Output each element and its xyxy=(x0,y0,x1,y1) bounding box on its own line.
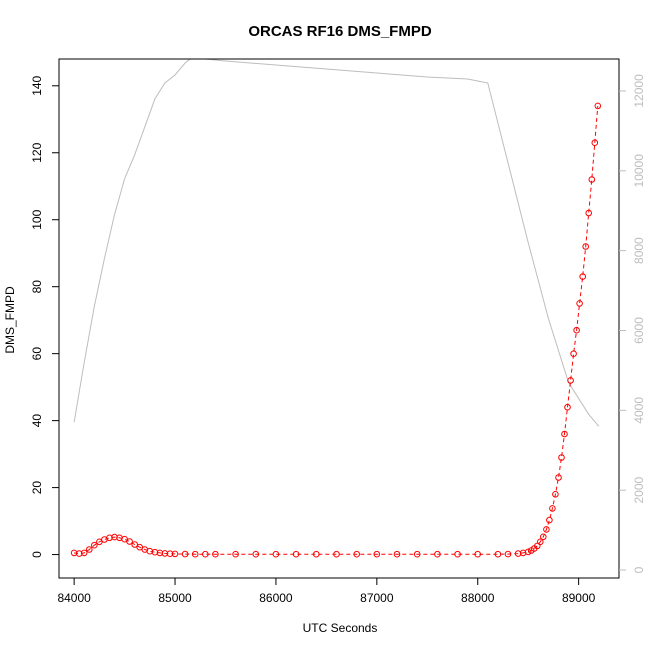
altitude-series xyxy=(73,58,600,427)
x-tick-label: 87000 xyxy=(360,591,394,605)
chart-title: ORCAS RF16 DMS_FMPD xyxy=(248,23,432,40)
altitude-line xyxy=(73,58,600,427)
dms-point xyxy=(454,550,461,558)
axes: 84000 85000 86000 87000 88000 89000 0 20 40 60 80 1… xyxy=(30,58,646,605)
y-tick-label: 140 xyxy=(30,75,44,95)
dms-point xyxy=(91,541,98,549)
x-tick-label: 88000 xyxy=(461,591,495,605)
dms-point xyxy=(252,550,260,558)
dms-point xyxy=(524,548,532,556)
dms-series xyxy=(70,102,602,558)
dms-point xyxy=(555,474,562,481)
dms-point xyxy=(514,550,522,557)
dms-point xyxy=(333,550,340,558)
dms-point xyxy=(543,526,550,533)
dms-point xyxy=(86,546,93,553)
dms-point xyxy=(504,550,512,558)
dms-point xyxy=(126,538,133,545)
dms-point xyxy=(564,403,571,411)
x-tick-label: 86000 xyxy=(259,591,293,605)
dms-point xyxy=(202,550,209,558)
dms-point xyxy=(474,550,482,558)
y2-tick-label: 12000 xyxy=(632,74,646,108)
y2-tick-label: 6000 xyxy=(632,317,646,344)
dms-point xyxy=(573,326,580,334)
dms-point xyxy=(570,350,577,358)
dms-point xyxy=(111,533,118,541)
dms-point xyxy=(272,550,280,558)
dms-point xyxy=(537,538,544,546)
y2-tick-label: 0 xyxy=(632,566,646,573)
y-axis-label: DMS_FMPD xyxy=(3,286,17,354)
dms-point xyxy=(585,209,593,217)
y-tick-label: 20 xyxy=(30,481,44,495)
y-tick-label: 0 xyxy=(30,551,44,558)
plot-frame xyxy=(58,58,620,579)
dms-point xyxy=(151,548,159,556)
dms-point xyxy=(131,541,138,548)
y-tick-label: 120 xyxy=(30,142,44,162)
y-tick-label: 60 xyxy=(30,347,44,361)
x-tick-label: 84000 xyxy=(57,591,91,605)
dms-point xyxy=(549,505,556,512)
dms-point xyxy=(494,550,502,558)
dms-line xyxy=(74,105,599,555)
x-axis-label: UTC Seconds xyxy=(303,621,378,635)
dms-point xyxy=(558,454,565,461)
y2-tick-label: 2000 xyxy=(632,476,646,503)
dms-point xyxy=(75,550,83,557)
dms-point xyxy=(353,550,361,558)
dms-point xyxy=(212,550,219,558)
dms-point xyxy=(413,550,421,558)
y-tick-label: 100 xyxy=(30,209,44,229)
y2-tick-label: 4000 xyxy=(632,397,646,424)
dms-point xyxy=(588,176,596,183)
y-tick-label: 40 xyxy=(30,414,44,428)
dms-point xyxy=(232,550,239,558)
dms-point xyxy=(576,300,583,307)
dms-point xyxy=(582,243,590,250)
dms-point xyxy=(292,550,300,558)
dms-point xyxy=(156,549,164,557)
dms-point xyxy=(313,550,320,558)
dms-point xyxy=(546,516,553,524)
dms-point xyxy=(561,430,568,438)
dms-point xyxy=(594,102,602,110)
dms-point xyxy=(591,139,599,146)
dms-point xyxy=(579,273,587,280)
dms-point xyxy=(552,491,559,498)
dms-point xyxy=(181,550,189,558)
dms-point xyxy=(373,550,381,558)
dms-point xyxy=(434,550,441,558)
dms-point xyxy=(106,534,113,542)
dms-point xyxy=(393,550,401,558)
y-tick-label: 80 xyxy=(30,280,44,294)
dms-point xyxy=(540,533,547,541)
x-tick-label: 89000 xyxy=(562,591,596,605)
dms-point xyxy=(567,377,574,384)
dms-point xyxy=(171,550,179,558)
x-tick-label: 85000 xyxy=(158,591,192,605)
dms-point xyxy=(191,550,199,558)
dms-point xyxy=(166,550,174,558)
dms-point xyxy=(80,549,88,557)
y2-tick-label: 10000 xyxy=(632,154,646,188)
y2-tick-label: 8000 xyxy=(632,237,646,264)
